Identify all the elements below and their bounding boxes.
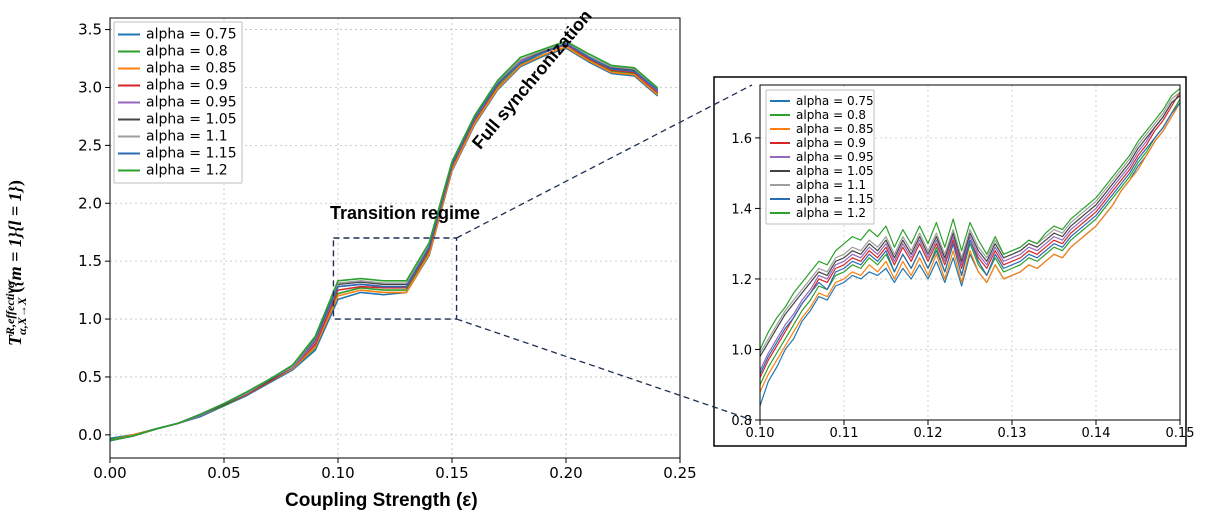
svg-text:1.5: 1.5	[78, 252, 102, 270]
svg-text:0.15: 0.15	[1166, 426, 1195, 441]
svg-text:0.5: 0.5	[78, 368, 102, 386]
svg-text:alpha = 1.2: alpha = 1.2	[146, 163, 228, 179]
svg-text:1.6: 1.6	[731, 132, 752, 147]
svg-text:3.0: 3.0	[78, 78, 102, 96]
svg-text:0.15: 0.15	[435, 464, 468, 482]
svg-text:2.0: 2.0	[78, 194, 102, 212]
svg-text:3.5: 3.5	[78, 21, 102, 39]
svg-text:alpha = 0.85: alpha = 0.85	[796, 122, 874, 136]
svg-text:1.4: 1.4	[731, 202, 752, 217]
svg-text:alpha = 1.1: alpha = 1.1	[146, 129, 228, 145]
svg-text:alpha = 1.05: alpha = 1.05	[146, 112, 237, 128]
svg-text:alpha = 0.8: alpha = 0.8	[796, 108, 866, 122]
svg-text:alpha = 0.85: alpha = 0.85	[146, 61, 237, 77]
svg-text:alpha = 1.05: alpha = 1.05	[796, 164, 874, 178]
svg-text:1.0: 1.0	[731, 343, 752, 358]
svg-text:alpha = 0.95: alpha = 0.95	[146, 95, 237, 111]
main-xlabel: Coupling Strength (ε)	[285, 490, 478, 512]
svg-text:0.12: 0.12	[914, 426, 943, 441]
svg-text:1.2: 1.2	[731, 273, 752, 288]
svg-text:alpha = 0.9: alpha = 0.9	[146, 78, 228, 94]
svg-text:0.13: 0.13	[998, 426, 1027, 441]
annotation-transition-regime: Transition regime	[330, 203, 480, 224]
svg-text:0.10: 0.10	[321, 464, 354, 482]
svg-text:2.5: 2.5	[78, 136, 102, 154]
svg-text:alpha = 0.8: alpha = 0.8	[146, 44, 228, 60]
svg-text:alpha = 1.15: alpha = 1.15	[146, 146, 237, 162]
svg-text:alpha = 1.1: alpha = 1.1	[796, 178, 866, 192]
svg-text:alpha = 0.75: alpha = 0.75	[796, 94, 874, 108]
svg-text:0.11: 0.11	[830, 426, 859, 441]
svg-text:0.0: 0.0	[78, 426, 102, 444]
svg-text:alpha = 1.15: alpha = 1.15	[796, 192, 874, 206]
svg-text:0.14: 0.14	[1082, 426, 1111, 441]
svg-text:0.05: 0.05	[207, 464, 240, 482]
svg-text:1.0: 1.0	[78, 310, 102, 328]
svg-text:alpha = 0.95: alpha = 0.95	[796, 150, 874, 164]
svg-text:alpha = 0.75: alpha = 0.75	[146, 27, 237, 43]
svg-text:0.25: 0.25	[663, 464, 696, 482]
svg-text:alpha = 1.2: alpha = 1.2	[796, 206, 866, 220]
main-ylabel: TR,effectiveα,X→X ({m = 1}{l = 1})	[3, 180, 30, 346]
svg-text:0.00: 0.00	[93, 464, 126, 482]
figure-svg: 0.00 0.05 0.10 0.15 0.20 0.25 0.0 0.5 1.0 1.5 2.0 2…	[0, 0, 1217, 526]
svg-text:alpha = 0.9: alpha = 0.9	[796, 136, 866, 150]
svg-text:0.20: 0.20	[549, 464, 582, 482]
